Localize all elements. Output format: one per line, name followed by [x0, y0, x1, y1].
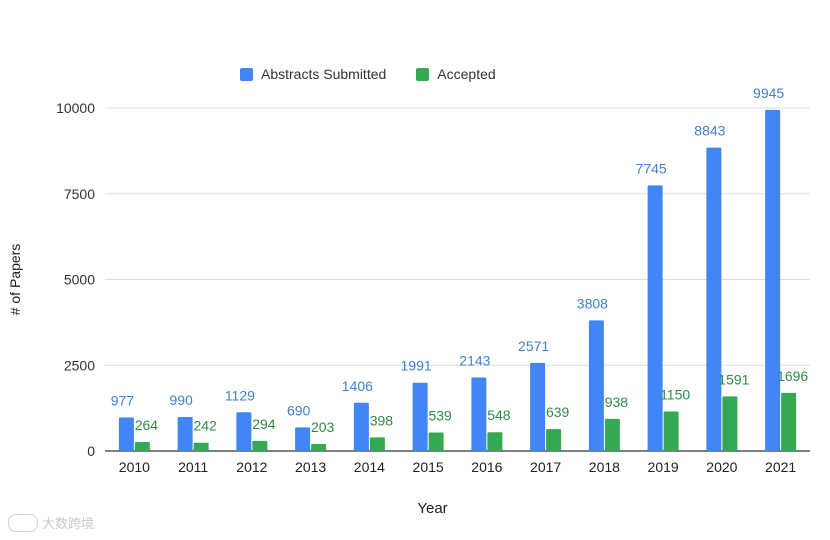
- data-label-submitted: 3808: [577, 295, 608, 311]
- bar-accepted: [311, 444, 327, 451]
- legend-item-submitted: Abstracts Submitted: [240, 66, 386, 82]
- bar-submitted: [353, 402, 369, 451]
- bar-accepted: [369, 437, 385, 451]
- bar-submitted: [647, 185, 663, 451]
- bar-submitted: [412, 382, 428, 451]
- bar-accepted: [428, 432, 444, 451]
- data-label-submitted: 2143: [459, 352, 490, 368]
- data-label-accepted: 1591: [718, 371, 749, 387]
- bar-submitted: [765, 109, 781, 451]
- x-tick-label: 2015: [413, 459, 444, 475]
- y-axis-title: # of Papers: [7, 244, 23, 316]
- legend-label-submitted: Abstracts Submitted: [261, 66, 387, 82]
- legend-swatch-accepted: [416, 67, 430, 81]
- data-label-submitted: 7745: [636, 160, 667, 176]
- y-tick-label: 0: [87, 443, 95, 459]
- data-label-accepted: 294: [252, 416, 276, 432]
- legend-swatch-submitted: [240, 67, 253, 81]
- watermark-text: 大数跨境: [42, 516, 95, 531]
- y-tick-label: 7500: [64, 186, 95, 202]
- bar-submitted: [588, 320, 604, 451]
- bar-accepted: [193, 442, 209, 451]
- bar-accepted: [663, 411, 679, 451]
- data-label-accepted: 398: [370, 412, 394, 428]
- bar-submitted: [471, 377, 487, 451]
- bar-submitted: [118, 417, 134, 451]
- bar-submitted: [295, 427, 311, 451]
- x-tick-label: 2017: [530, 459, 561, 475]
- bar-accepted: [134, 441, 150, 451]
- x-tick-label: 2012: [236, 459, 267, 475]
- data-label-submitted: 9945: [753, 85, 784, 101]
- data-label-accepted: 264: [135, 417, 159, 433]
- x-tick-label: 2014: [354, 459, 385, 475]
- data-label-submitted: 2571: [518, 338, 549, 354]
- data-label-accepted: 1696: [777, 368, 808, 384]
- data-label-accepted: 938: [605, 394, 629, 410]
- x-tick-label: 2013: [295, 459, 326, 475]
- data-label-submitted: 8843: [694, 123, 725, 139]
- bar-accepted: [781, 392, 797, 451]
- data-label-submitted: 1991: [401, 358, 432, 374]
- data-label-submitted: 690: [287, 402, 311, 418]
- bar-accepted: [604, 418, 620, 451]
- data-label-accepted: 639: [546, 404, 570, 420]
- bar-submitted: [177, 417, 193, 451]
- x-tick-label: 2016: [471, 459, 502, 475]
- data-label-accepted: 242: [193, 418, 217, 434]
- legend-item-accepted: Accepted: [416, 66, 496, 82]
- y-tick-label: 10000: [56, 100, 95, 116]
- x-tick-label: 2020: [706, 459, 737, 475]
- bar-accepted: [252, 440, 268, 451]
- bar-submitted: [530, 362, 546, 451]
- x-tick-label: 2011: [178, 459, 208, 475]
- x-tick-label: 2010: [119, 459, 150, 475]
- data-label-accepted: 203: [311, 419, 335, 435]
- data-label-accepted: 548: [487, 407, 511, 423]
- x-axis-title: Year: [417, 500, 447, 517]
- data-label-submitted: 990: [169, 392, 193, 408]
- bar-accepted: [546, 429, 562, 451]
- data-label-accepted: 539: [428, 408, 452, 424]
- bar-accepted: [487, 432, 503, 451]
- y-tick-label: 2500: [64, 357, 95, 373]
- data-label-submitted: 1406: [342, 378, 373, 394]
- data-label-accepted: 1150: [660, 387, 690, 403]
- bar-accepted: [722, 396, 738, 451]
- x-tick-label: 2019: [648, 459, 679, 475]
- chart-legend: Abstracts Submitted Accepted: [240, 66, 518, 82]
- x-tick-label: 2021: [765, 459, 796, 475]
- y-tick-label: 5000: [64, 272, 95, 288]
- watermark-logo-icon: [8, 513, 38, 532]
- bar-submitted: [236, 412, 252, 451]
- x-tick-label: 2018: [589, 459, 620, 475]
- bar-submitted: [706, 147, 722, 451]
- legend-label-accepted: Accepted: [437, 66, 496, 82]
- data-label-submitted: 1129: [225, 387, 255, 403]
- data-label-submitted: 977: [111, 392, 135, 408]
- watermark: 大数跨境: [8, 513, 94, 532]
